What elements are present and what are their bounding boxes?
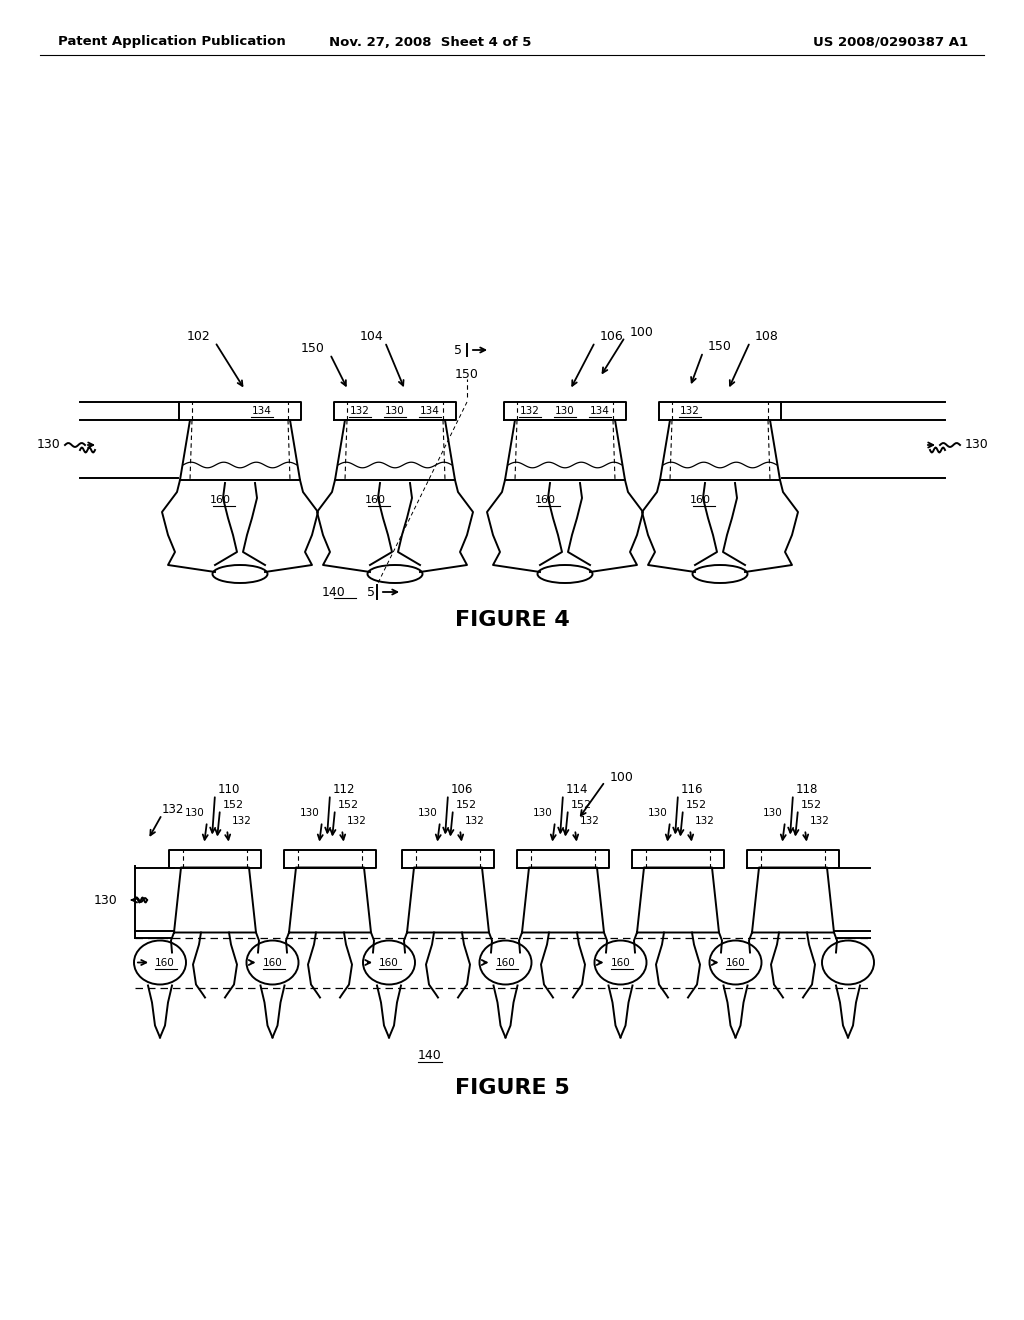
Text: US 2008/0290387 A1: US 2008/0290387 A1 <box>813 36 968 49</box>
Text: 160: 160 <box>496 957 515 968</box>
Text: 114: 114 <box>566 783 589 796</box>
Text: 116: 116 <box>681 783 703 796</box>
Text: 150: 150 <box>455 367 479 380</box>
Text: 134: 134 <box>252 407 272 416</box>
Text: 134: 134 <box>590 407 610 416</box>
Text: 152: 152 <box>338 800 359 810</box>
Text: 160: 160 <box>610 957 630 968</box>
Text: 112: 112 <box>333 783 355 796</box>
Text: 130: 130 <box>185 808 205 818</box>
Text: 104: 104 <box>359 330 383 343</box>
Text: Nov. 27, 2008  Sheet 4 of 5: Nov. 27, 2008 Sheet 4 of 5 <box>329 36 531 49</box>
Text: 130: 130 <box>965 438 989 451</box>
Text: 152: 152 <box>686 800 708 810</box>
Text: 106: 106 <box>451 783 473 796</box>
Text: 150: 150 <box>301 342 325 355</box>
Text: 132: 132 <box>580 817 600 826</box>
Text: 150: 150 <box>708 341 732 354</box>
Text: 130: 130 <box>385 407 404 416</box>
Text: 160: 160 <box>262 957 283 968</box>
Text: 110: 110 <box>218 783 241 796</box>
Text: 130: 130 <box>555 407 574 416</box>
Text: 102: 102 <box>186 330 210 343</box>
Text: 5: 5 <box>454 343 462 356</box>
Text: 152: 152 <box>571 800 592 810</box>
Text: 132: 132 <box>810 817 829 826</box>
Text: 132: 132 <box>347 817 367 826</box>
Text: 108: 108 <box>755 330 779 343</box>
Text: 152: 152 <box>223 800 244 810</box>
Text: 132: 132 <box>162 803 184 816</box>
Text: 160: 160 <box>379 957 398 968</box>
Text: 152: 152 <box>456 800 477 810</box>
Text: 160: 160 <box>535 495 556 506</box>
Text: 134: 134 <box>420 407 440 416</box>
Text: 100: 100 <box>610 771 634 784</box>
Text: 130: 130 <box>300 808 319 818</box>
Text: 130: 130 <box>763 808 783 818</box>
Text: 130: 130 <box>36 438 60 451</box>
Text: 100: 100 <box>630 326 654 338</box>
Text: 160: 160 <box>690 495 711 506</box>
Text: FIGURE 4: FIGURE 4 <box>455 610 569 630</box>
Text: 160: 160 <box>155 957 175 968</box>
Text: 130: 130 <box>93 894 117 907</box>
Text: 132: 132 <box>680 407 700 416</box>
Text: 152: 152 <box>801 800 822 810</box>
Text: 130: 130 <box>534 808 553 818</box>
Text: 5: 5 <box>367 586 375 598</box>
Text: 140: 140 <box>418 1049 442 1063</box>
Text: 160: 160 <box>725 957 745 968</box>
Text: FIGURE 5: FIGURE 5 <box>455 1077 569 1097</box>
Text: 132: 132 <box>350 407 370 416</box>
Text: 140: 140 <box>322 586 345 598</box>
Text: 132: 132 <box>465 817 485 826</box>
Text: 160: 160 <box>365 495 386 506</box>
Text: Patent Application Publication: Patent Application Publication <box>58 36 286 49</box>
Text: 118: 118 <box>796 783 818 796</box>
Text: 106: 106 <box>600 330 624 343</box>
Text: 132: 132 <box>520 407 540 416</box>
Text: 130: 130 <box>418 808 438 818</box>
Text: 132: 132 <box>695 817 715 826</box>
Text: 160: 160 <box>210 495 231 506</box>
Text: 130: 130 <box>648 808 668 818</box>
Text: 132: 132 <box>232 817 252 826</box>
